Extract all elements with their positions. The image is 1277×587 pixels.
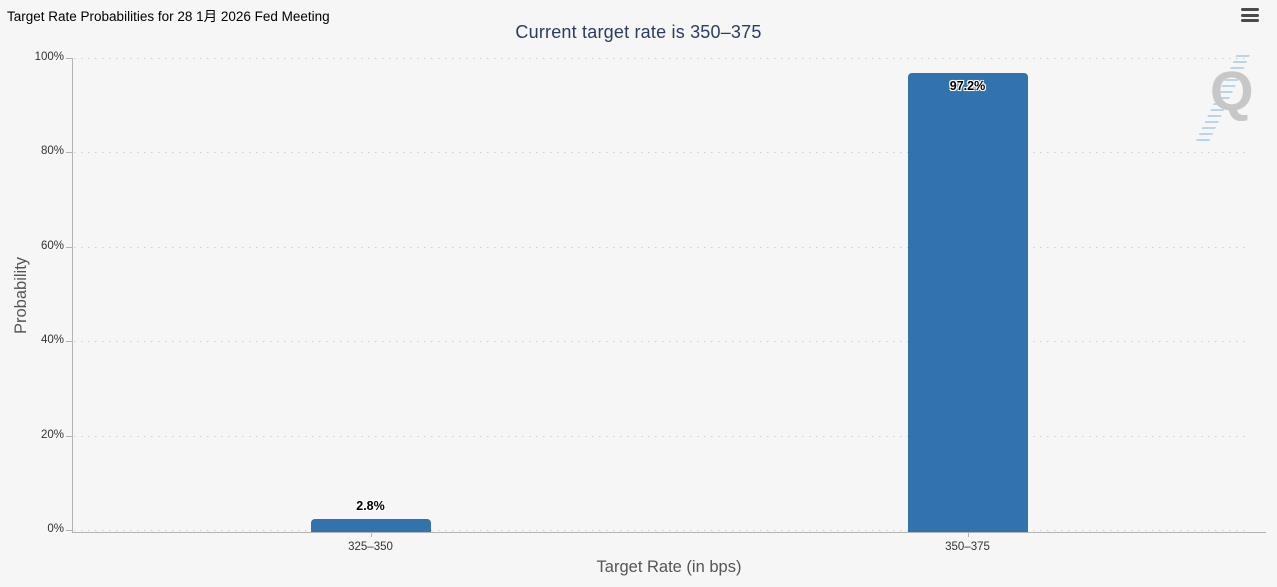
y-tick-label: 40% (40, 334, 64, 347)
x-axis-title: Target Rate (in bps) (596, 558, 742, 576)
hamburger-menu-icon[interactable] (1241, 8, 1259, 24)
y-axis-tick (66, 246, 72, 248)
x-tick-label: 325–350 (348, 541, 393, 553)
y-tick-label: 60% (40, 239, 64, 252)
y-axis-tick (66, 435, 72, 437)
y-axis-tick (66, 152, 72, 154)
quikstrike-watermark: Q (1194, 55, 1266, 145)
y-axis-tick (66, 530, 72, 531)
bar-value-label: 97.2% (949, 79, 986, 94)
chart-title: Current target rate is 350–375 (515, 22, 762, 42)
menu-bar (1241, 19, 1259, 22)
bar-value-label: 2.8% (356, 498, 385, 513)
y-tick-label: 100% (34, 51, 64, 63)
x-tick-label: 350–375 (945, 541, 990, 553)
y-axis-tick (66, 58, 72, 59)
y-gridline (74, 435, 1250, 437)
watermark-q-letter: Q (1210, 59, 1254, 122)
y-gridline (74, 152, 1250, 154)
x-axis-tick (967, 533, 969, 537)
y-axis-tick (66, 341, 72, 343)
y-tick-label: 80% (40, 145, 64, 158)
y-gridline (74, 58, 1250, 59)
x-axis-line (72, 532, 1266, 533)
y-axis-line (72, 58, 73, 532)
probability-bar[interactable] (907, 73, 1028, 532)
y-gridline (74, 341, 1250, 343)
menu-bar (1241, 13, 1259, 17)
y-tick-label: 20% (40, 428, 64, 441)
probability-bar[interactable] (310, 518, 431, 532)
page-title: Target Rate Probabilities for 28 1月 2026… (7, 9, 330, 24)
menu-bar (1241, 8, 1259, 11)
watermark-stripes-icon (1194, 55, 1250, 145)
y-gridline (74, 530, 1250, 531)
y-gridline (74, 246, 1250, 248)
x-axis-tick (370, 533, 372, 537)
y-tick-label: 0% (47, 523, 64, 535)
